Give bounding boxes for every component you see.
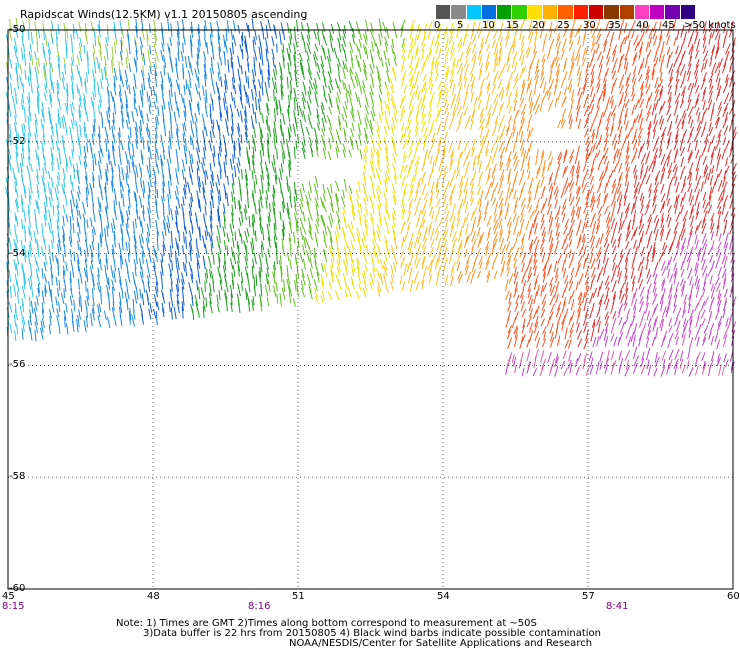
legend-swatch <box>634 5 651 19</box>
wind-barb-group <box>139 18 286 325</box>
wind-barb-group <box>610 231 737 350</box>
legend-swatch <box>543 5 559 19</box>
wind-barb-group <box>21 17 236 342</box>
legend-label: >50 knots <box>684 20 736 31</box>
legend-label: 35 <box>608 20 621 31</box>
lat-label: -52 <box>9 135 26 147</box>
legend-swatch <box>588 5 605 19</box>
legend-swatch <box>481 5 498 19</box>
lat-label: -58 <box>9 471 26 483</box>
time-label: 8:41 <box>606 601 629 612</box>
legend-swatch <box>436 5 452 19</box>
lat-label: -54 <box>9 247 26 259</box>
lon-label: 45 <box>2 591 15 602</box>
legend-label: 25 <box>557 20 570 31</box>
wind-barbs <box>5 17 737 377</box>
wind-barb-group <box>5 20 123 342</box>
legend-label: 30 <box>583 20 596 31</box>
lon-label: 57 <box>582 591 595 602</box>
legend-swatch <box>604 5 620 19</box>
legend-label: 5 <box>457 20 464 31</box>
legend-swatch <box>619 5 635 19</box>
time-label: 8:15 <box>2 601 25 612</box>
wind-barb-group <box>314 19 469 304</box>
note-line-3: NOAA/NESDIS/Center for Satellite Applica… <box>289 638 593 649</box>
legend-swatch <box>466 5 482 19</box>
lat-label: -56 <box>9 359 26 371</box>
legend-label: 40 <box>636 20 649 31</box>
time-label: 8:16 <box>248 601 271 612</box>
legend-labels: 0 5 10 15 20 25 30 35 40 45 >50 knots <box>434 20 736 32</box>
legend-swatch <box>573 5 589 19</box>
lon-label: 60 <box>727 591 740 602</box>
wind-barb-group <box>505 231 736 377</box>
wind-barb-group <box>376 18 539 297</box>
legend-swatch <box>451 5 467 19</box>
wind-barb-group <box>507 348 725 376</box>
legend-swatch <box>497 5 513 19</box>
color-legend <box>436 5 697 19</box>
legend-swatch <box>512 5 528 19</box>
legend-label: 0 <box>434 20 441 31</box>
legend-swatch <box>558 5 574 19</box>
note-line-2: 3)Data buffer is 22 hrs from 20150805 4)… <box>143 628 601 639</box>
lon-label: 54 <box>437 591 450 602</box>
legend-label: 15 <box>506 20 519 31</box>
legend-swatch <box>527 5 544 19</box>
legend-swatch <box>680 5 697 19</box>
map-title: Rapidscat Winds(12.5KM) v1.1 20150805 as… <box>20 8 308 21</box>
legend-swatch <box>650 5 666 19</box>
note-line-1: Note: 1) Times are GMT 2)Times along bot… <box>116 618 537 629</box>
map-frame <box>7 29 734 590</box>
legend-label: 20 <box>532 20 545 31</box>
lat-label: -60 <box>9 583 26 594</box>
wind-barb-group <box>259 18 406 312</box>
wind-barb-group <box>190 20 355 321</box>
wind-barb-group <box>505 18 677 349</box>
lon-label: 48 <box>147 591 160 602</box>
lon-label: 51 <box>292 591 305 602</box>
lat-label: -50 <box>9 24 26 35</box>
legend-label: 45 <box>662 20 675 31</box>
wind-barb-group <box>450 19 602 301</box>
wind-barb-group <box>6 17 159 80</box>
legend-label: 10 <box>482 20 495 31</box>
legend-swatch <box>665 5 681 19</box>
